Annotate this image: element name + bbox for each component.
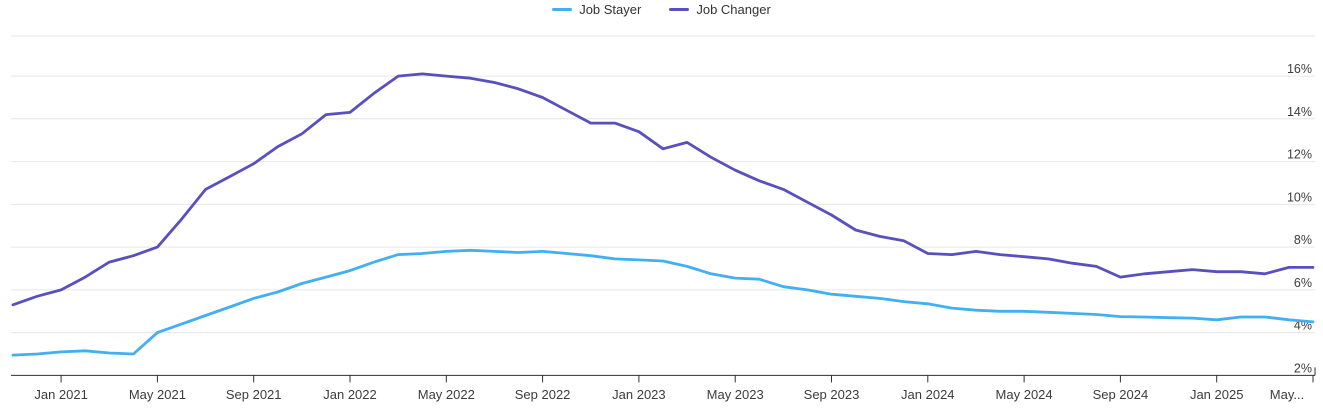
y-axis-label: 2% bbox=[1294, 361, 1312, 375]
job-changer-swatch-icon bbox=[669, 8, 690, 11]
x-axis-label: Sep 2024 bbox=[1093, 387, 1149, 402]
y-axis-label: 10% bbox=[1287, 190, 1312, 204]
legend-item-job-stayer[interactable]: Job Stayer bbox=[552, 2, 641, 18]
x-axis-label: Jan 2023 bbox=[612, 387, 666, 402]
job-stayer-swatch-icon bbox=[552, 8, 573, 11]
legend-label-job-stayer: Job Stayer bbox=[579, 1, 642, 17]
job-stayer-line[interactable] bbox=[11, 248, 1315, 357]
legend-item-job-changer[interactable]: Job Changer bbox=[669, 1, 771, 18]
x-axis-label: May 2022 bbox=[418, 387, 475, 402]
legend-label-job-changer: Job Changer bbox=[696, 1, 771, 17]
x-axis-label: May 2023 bbox=[707, 387, 764, 402]
y-axis-label: 8% bbox=[1294, 233, 1312, 247]
job-changer-line[interactable] bbox=[11, 72, 1315, 307]
x-axis-label: Jan 2021 bbox=[34, 387, 88, 402]
x-axis-label: Jan 2025 bbox=[1190, 387, 1244, 402]
y-axis-label: 6% bbox=[1294, 276, 1312, 290]
x-axis-label: May 2021 bbox=[129, 387, 186, 402]
y-axis-label: 12% bbox=[1287, 148, 1312, 162]
legend: Job Stayer Job Changer bbox=[0, 1, 1323, 18]
x-axis-label: Sep 2023 bbox=[804, 387, 860, 402]
x-axis-label: Sep 2022 bbox=[515, 387, 571, 402]
x-axis-label: Jan 2022 bbox=[323, 387, 377, 402]
x-axis-label: Sep 2021 bbox=[226, 387, 282, 402]
y-axis-label: 16% bbox=[1287, 62, 1312, 76]
x-axis-label: May... bbox=[1270, 387, 1304, 402]
x-axis-label: Jan 2024 bbox=[901, 387, 955, 402]
y-axis-label: 14% bbox=[1287, 105, 1312, 119]
x-axis-label: May 2024 bbox=[996, 387, 1053, 402]
